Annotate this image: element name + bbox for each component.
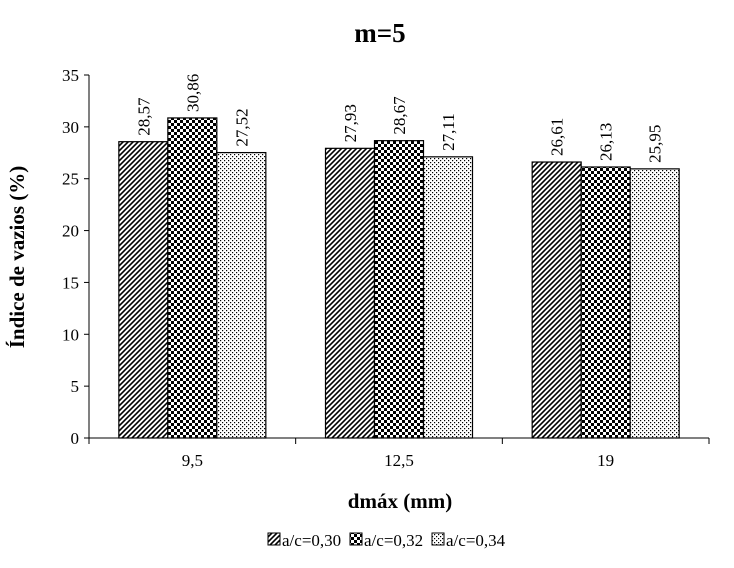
bar-dots: [422, 156, 474, 439]
y-tick-label: 15: [62, 273, 79, 292]
y-tick-label: 0: [71, 429, 80, 448]
bar-checker: [580, 166, 631, 439]
y-axis-ticks: 0 5 10 15 20 25 30 35: [62, 66, 89, 448]
data-labels-group: 28,57 27,93 26,61 30,86 28,67 26,13 27,52 27,11…: [134, 74, 664, 163]
bar-value-label: 26,61: [548, 118, 567, 156]
y-tick-label: 30: [62, 118, 79, 137]
bar-dots: [629, 168, 680, 439]
legend-label: a/c=0,30: [282, 531, 341, 550]
legend-label: a/c=0,34: [446, 531, 506, 550]
bar-value-label: 27,52: [232, 108, 251, 146]
chart-title: m=5: [354, 18, 405, 48]
y-tick-label: 35: [62, 66, 79, 85]
bar-checker: [373, 140, 425, 439]
legend-label: a/c=0,32: [364, 531, 423, 550]
x-tick-label: 12,5: [384, 451, 414, 470]
legend: a/c=0,30 a/c=0,32 a/c=0,34: [267, 531, 506, 550]
y-tick-label: 20: [62, 222, 79, 241]
legend-swatch-dots: [431, 532, 445, 546]
bar-value-label: 30,86: [183, 74, 202, 112]
bar-diagonal: [324, 147, 376, 439]
bar-diagonal: [118, 141, 169, 439]
x-axis-label: dmáx (mm): [348, 489, 452, 513]
y-axis-label: Índice de vazios (%): [5, 166, 29, 349]
x-axis-ticks: 9,5 12,5 19: [88, 438, 710, 470]
legend-swatch-diagonal: [267, 532, 281, 546]
x-tick-label: 9,5: [182, 451, 203, 470]
bars-group: [118, 117, 680, 439]
legend-swatch-checker: [349, 532, 363, 546]
x-tick-label: 19: [597, 451, 614, 470]
y-tick-label: 5: [71, 377, 80, 396]
bar-dots: [216, 151, 267, 439]
bar-checker: [167, 117, 218, 439]
bar-value-label: 28,67: [390, 96, 409, 135]
bar-value-label: 27,93: [341, 104, 360, 142]
y-tick-label: 25: [62, 170, 79, 189]
y-tick-label: 10: [62, 325, 79, 344]
bar-value-label: 26,13: [597, 123, 616, 161]
bar-diagonal: [531, 161, 582, 439]
bar-value-label: 25,95: [646, 125, 665, 163]
bar-value-label: 28,57: [134, 97, 153, 136]
bar-value-label: 27,11: [439, 113, 458, 151]
